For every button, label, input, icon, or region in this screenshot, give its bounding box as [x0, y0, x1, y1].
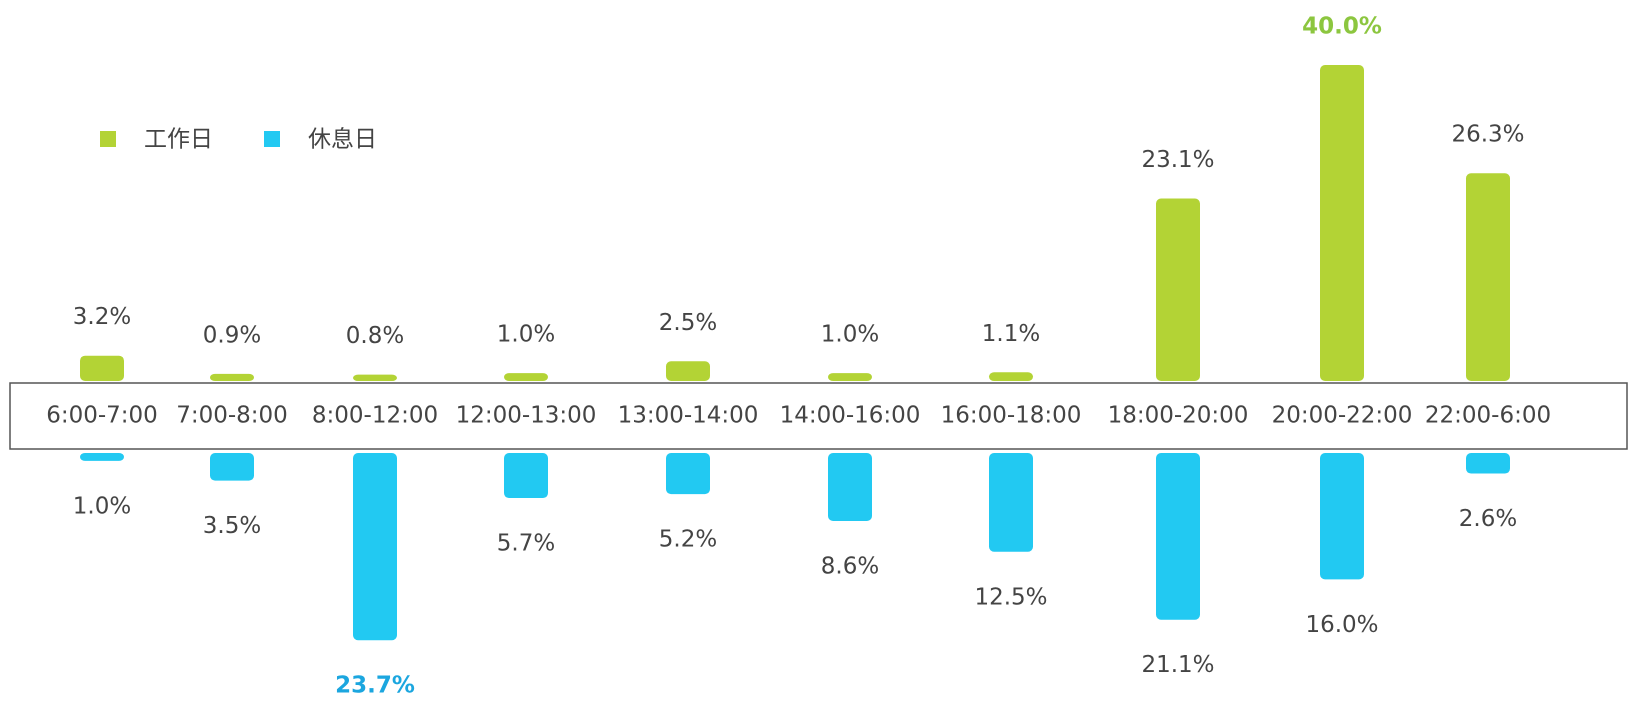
bar	[504, 373, 548, 381]
value-label: 3.2%	[73, 304, 131, 330]
value-label: 23.1%	[1141, 147, 1214, 173]
x-tick-label: 8:00-12:00	[312, 403, 438, 429]
bar	[210, 453, 254, 481]
value-label: 2.6%	[1459, 506, 1517, 532]
value-label: 1.0%	[497, 322, 555, 348]
bar	[989, 372, 1033, 381]
value-label: 40.0%	[1302, 14, 1382, 40]
bar	[666, 361, 710, 381]
legend-swatch	[100, 131, 116, 147]
bar	[1466, 173, 1510, 381]
value-label: 5.2%	[659, 527, 717, 553]
bar	[353, 453, 397, 641]
bar	[1320, 453, 1364, 580]
x-tick-label: 14:00-16:00	[780, 403, 921, 429]
legend-swatch	[264, 131, 280, 147]
bar	[989, 453, 1033, 552]
bar	[1156, 198, 1200, 381]
bar	[210, 373, 254, 381]
bar	[80, 453, 124, 461]
x-tick-label: 7:00-8:00	[176, 403, 288, 429]
x-tick-label: 20:00-22:00	[1272, 403, 1413, 429]
bar	[353, 374, 397, 381]
value-label: 23.7%	[335, 673, 415, 699]
value-label: 8.6%	[821, 553, 879, 579]
category-band	[9, 382, 1628, 450]
value-label: 12.5%	[974, 584, 1047, 610]
value-label: 16.0%	[1305, 612, 1378, 638]
bar	[828, 373, 872, 381]
value-label: 1.0%	[821, 322, 879, 348]
bar	[1466, 453, 1510, 474]
value-label: 21.1%	[1141, 652, 1214, 678]
x-tick-label: 18:00-20:00	[1108, 403, 1249, 429]
x-tick-label: 22:00-6:00	[1425, 403, 1551, 429]
bar	[828, 453, 872, 521]
x-tick-label: 12:00-13:00	[456, 403, 597, 429]
value-label: 1.1%	[982, 321, 1040, 347]
value-label: 1.0%	[73, 493, 131, 519]
value-label: 3.5%	[203, 513, 261, 539]
value-label: 0.9%	[203, 322, 261, 348]
x-tick-label: 16:00-18:00	[941, 403, 1082, 429]
value-label: 5.7%	[497, 531, 555, 557]
value-label: 2.5%	[659, 310, 717, 336]
bar	[1320, 65, 1364, 381]
bar	[666, 453, 710, 495]
bar	[80, 355, 124, 381]
legend-label: 休息日	[308, 127, 377, 153]
legend-label: 工作日	[144, 127, 213, 153]
bar	[1156, 453, 1200, 620]
x-tick-label: 13:00-14:00	[618, 403, 759, 429]
x-tick-label: 6:00-7:00	[46, 403, 158, 429]
bar	[504, 453, 548, 499]
value-label: 0.8%	[346, 323, 404, 349]
value-label: 26.3%	[1451, 122, 1524, 148]
